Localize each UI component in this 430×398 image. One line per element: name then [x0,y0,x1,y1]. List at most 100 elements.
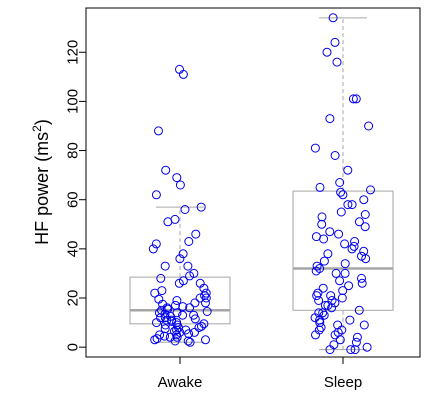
data-point-awake-64 [172,325,182,335]
data-point-awake-4 [172,173,182,183]
data-point-awake-30 [185,303,195,313]
data-point-sleep-12 [315,182,325,192]
point-layer [148,13,375,355]
data-point-sleep-65 [330,330,340,340]
data-point-awake-42 [152,318,161,328]
data-point-awake-68 [162,315,172,325]
data-point-awake-6 [151,190,161,200]
data-point-sleep-11 [335,178,345,187]
data-point-awake-71 [154,308,164,318]
data-point-awake-33 [202,307,212,316]
data-point-awake-19 [174,278,184,288]
y-tick-label-60: 60 [64,191,81,208]
data-point-awake-72 [162,303,172,313]
data-point-awake-53 [160,331,169,341]
data-point-sleep-1 [330,37,340,47]
data-point-sleep-62 [350,345,360,355]
data-point-awake-28 [171,300,180,310]
data-point-sleep-5 [351,94,361,104]
data-point-awake-7 [196,202,206,212]
data-point-sleep-16 [343,200,353,210]
data-point-sleep-27 [359,246,369,256]
data-point-awake-67 [172,318,182,328]
data-point-awake-23 [201,293,211,303]
data-point-sleep-50 [345,315,355,325]
y-tick-label-80: 80 [64,142,81,159]
data-point-awake-2 [154,126,163,136]
plot-frame [85,7,421,358]
data-point-sleep-38 [338,286,348,296]
data-point-awake-58 [185,337,195,347]
data-point-awake-47 [160,324,170,334]
data-point-sleep-40 [326,291,336,301]
data-point-awake-78 [189,268,199,278]
data-point-sleep-6 [325,114,335,124]
data-point-sleep-37 [318,283,328,293]
data-point-awake-16 [185,271,195,281]
y-axis-title: HF power (ms2) [30,119,52,245]
data-point-sleep-4 [348,94,358,104]
data-point-sleep-67 [359,320,369,330]
data-point-awake-61 [165,332,175,342]
data-point-awake-56 [150,335,160,345]
data-point-sleep-72 [312,291,322,301]
data-point-sleep-15 [359,195,369,205]
y-tick-label-40: 40 [64,241,81,258]
y-tick-label-100: 100 [64,89,81,114]
x-tick-label-sleep: Sleep [324,374,362,391]
data-point-sleep-76 [340,259,350,269]
data-point-sleep-3 [332,57,342,67]
data-point-sleep-17 [336,207,346,217]
data-point-sleep-66 [314,325,324,335]
data-point-sleep-52 [333,320,343,330]
data-point-sleep-23 [319,234,329,244]
data-point-awake-3 [161,165,171,175]
x-axis: Awake Sleep [158,357,362,391]
data-point-sleep-18 [317,212,327,222]
data-point-awake-5 [175,180,185,190]
data-point-awake-65 [194,323,204,332]
data-point-awake-10 [163,217,173,227]
data-point-awake-14 [175,254,185,264]
data-point-awake-60 [201,335,210,345]
data-point-awake-50 [190,327,199,337]
data-point-awake-73 [190,298,200,308]
data-point-sleep-0 [328,13,338,23]
data-point-sleep-33 [311,266,321,276]
y-tick-label-20: 20 [64,290,81,307]
data-point-sleep-8 [310,143,320,153]
data-point-sleep-31 [312,261,322,271]
data-point-sleep-53 [316,323,326,332]
y-axis: 0 20 40 60 80 100 120 [64,40,86,351]
data-point-sleep-36 [357,278,367,288]
data-point-awake-11 [191,229,201,239]
data-point-awake-1 [178,69,188,79]
data-point-awake-15 [160,261,170,271]
y-tick-label-120: 120 [64,40,81,65]
data-point-awake-55 [152,334,162,344]
box-awake [129,276,231,325]
data-point-sleep-14 [336,187,346,197]
box-layer [129,17,394,351]
data-point-sleep-10 [343,165,353,175]
data-point-sleep-13 [366,185,375,195]
data-point-sleep-48 [319,310,329,320]
data-point-sleep-2 [322,47,332,57]
data-point-sleep-70 [320,300,330,310]
data-point-awake-29 [178,302,188,312]
data-point-awake-51 [184,329,194,339]
data-point-sleep-77 [361,254,371,264]
data-point-sleep-78 [340,239,350,249]
data-point-awake-79 [183,261,193,271]
data-point-awake-81 [148,244,158,254]
data-point-sleep-41 [337,293,347,303]
data-point-awake-69 [160,313,170,323]
data-point-awake-17 [156,273,166,283]
data-point-sleep-21 [325,227,335,237]
data-point-sleep-51 [315,318,325,328]
data-point-sleep-30 [319,256,329,266]
y-tick-label-0: 0 [64,343,81,351]
data-point-sleep-73 [344,281,354,291]
data-point-sleep-61 [362,342,372,352]
